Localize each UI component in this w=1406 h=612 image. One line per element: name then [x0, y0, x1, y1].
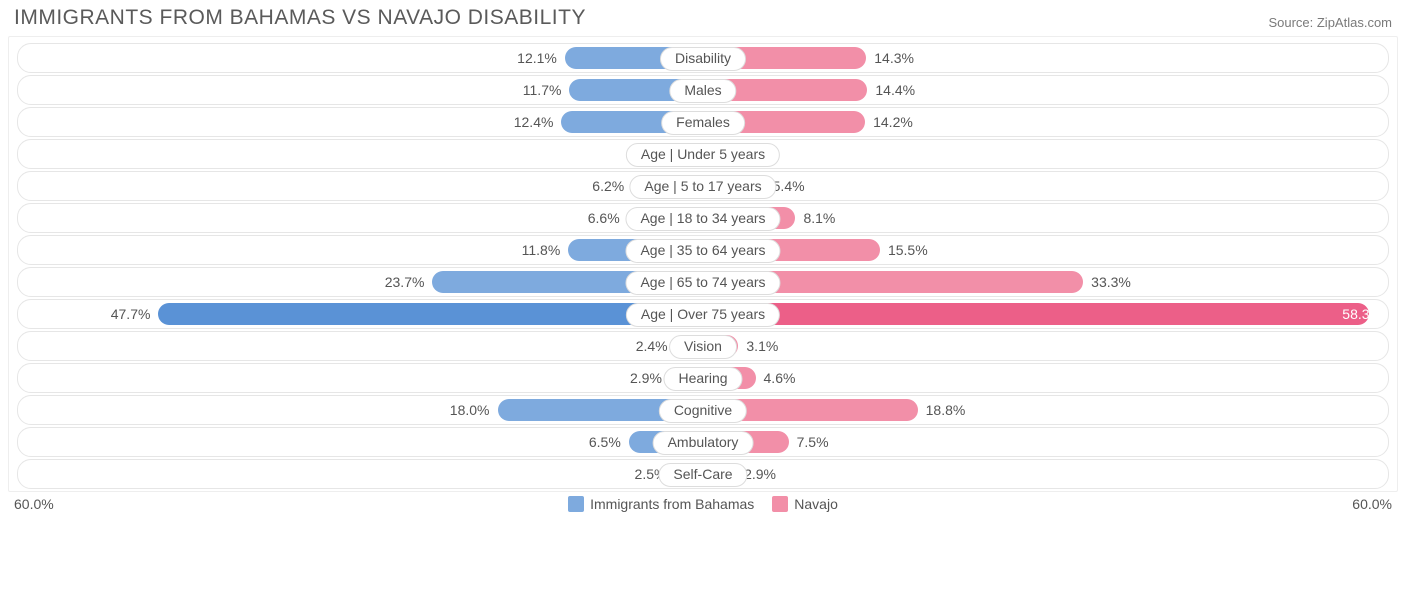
row-label: Males: [669, 79, 736, 103]
row-label: Age | 35 to 64 years: [625, 239, 780, 263]
value-left: 6.5%: [589, 428, 621, 456]
bar-left: [158, 303, 703, 325]
chart-header: IMMIGRANTS FROM BAHAMAS VS NAVAJO DISABI…: [0, 0, 1406, 34]
chart-row: 11.7% 14.4% Males: [17, 75, 1389, 105]
legend-label-left: Immigrants from Bahamas: [590, 496, 754, 512]
value-left: 6.2%: [592, 172, 624, 200]
value-right: 2.9%: [744, 460, 776, 488]
chart-row: 6.6% 8.1% Age | 18 to 34 years: [17, 203, 1389, 233]
value-right: 5.4%: [773, 172, 805, 200]
value-right: 15.5%: [888, 236, 928, 264]
value-right: 18.8%: [926, 396, 966, 424]
legend: Immigrants from Bahamas Navajo: [568, 496, 838, 512]
row-label: Age | 5 to 17 years: [629, 175, 776, 199]
bar-right: [703, 303, 1369, 325]
chart-row: 12.4% 14.2% Females: [17, 107, 1389, 137]
value-left: 12.4%: [514, 108, 554, 136]
value-right: 8.1%: [803, 204, 835, 232]
value-right: 7.5%: [797, 428, 829, 456]
row-label: Cognitive: [659, 399, 747, 423]
row-label: Age | 18 to 34 years: [625, 207, 780, 231]
row-label: Disability: [660, 47, 746, 71]
chart-source: Source: ZipAtlas.com: [1268, 15, 1392, 30]
legend-item-left: Immigrants from Bahamas: [568, 496, 754, 512]
row-label: Age | Over 75 years: [626, 303, 780, 327]
row-label: Ambulatory: [653, 431, 754, 455]
value-right: 14.3%: [874, 44, 914, 72]
value-right: 14.4%: [875, 76, 915, 104]
value-left: 47.7%: [111, 300, 151, 328]
value-left: 18.0%: [450, 396, 490, 424]
legend-swatch-right: [772, 496, 788, 512]
row-label: Self-Care: [658, 463, 747, 487]
chart-area: 12.1% 14.3% Disability 11.7% 14.4% Males 12.4%…: [8, 36, 1398, 492]
chart-row: 11.8% 15.5% Age | 35 to 64 years: [17, 235, 1389, 265]
row-label: Hearing: [663, 367, 742, 391]
chart-row: 2.9% 4.6% Hearing: [17, 363, 1389, 393]
row-label: Age | Under 5 years: [626, 143, 780, 167]
value-left: 11.7%: [523, 76, 562, 104]
value-right: 58.3%: [1342, 300, 1382, 328]
chart-row: 23.7% 33.3% Age | 65 to 74 years: [17, 267, 1389, 297]
row-label: Age | 65 to 74 years: [625, 271, 780, 295]
legend-label-right: Navajo: [794, 496, 838, 512]
row-label: Vision: [669, 335, 737, 359]
chart-footer: 60.0% Immigrants from Bahamas Navajo 60.…: [0, 492, 1406, 518]
value-left: 11.8%: [522, 236, 561, 264]
legend-swatch-left: [568, 496, 584, 512]
chart-row: 6.2% 5.4%Age | 5 to 17 years: [17, 171, 1389, 201]
chart-row: 6.5% 7.5% Ambulatory: [17, 427, 1389, 457]
value-right: 14.2%: [873, 108, 913, 136]
value-left: 6.6%: [588, 204, 620, 232]
chart-row: 18.0% 18.8% Cognitive: [17, 395, 1389, 425]
value-left: 2.9%: [630, 364, 662, 392]
chart-row: 2.4% 3.1% Vision: [17, 331, 1389, 361]
chart-row: 1.2%1.6%Age | Under 5 years: [17, 139, 1389, 169]
axis-max-right: 60.0%: [1352, 496, 1392, 512]
axis-max-left: 60.0%: [14, 496, 54, 512]
chart-row: 2.5%2.9%Self-Care: [17, 459, 1389, 489]
chart-row: 12.1% 14.3% Disability: [17, 43, 1389, 73]
row-label: Females: [661, 111, 745, 135]
value-right: 3.1%: [746, 332, 778, 360]
value-left: 23.7%: [385, 268, 425, 296]
chart-row: 47.7% 58.3% Age | Over 75 years: [17, 299, 1389, 329]
value-left: 12.1%: [517, 44, 557, 72]
value-left: 2.4%: [636, 332, 668, 360]
value-right: 33.3%: [1091, 268, 1131, 296]
value-right: 4.6%: [764, 364, 796, 392]
legend-item-right: Navajo: [772, 496, 838, 512]
chart-title: IMMIGRANTS FROM BAHAMAS VS NAVAJO DISABI…: [14, 6, 586, 30]
